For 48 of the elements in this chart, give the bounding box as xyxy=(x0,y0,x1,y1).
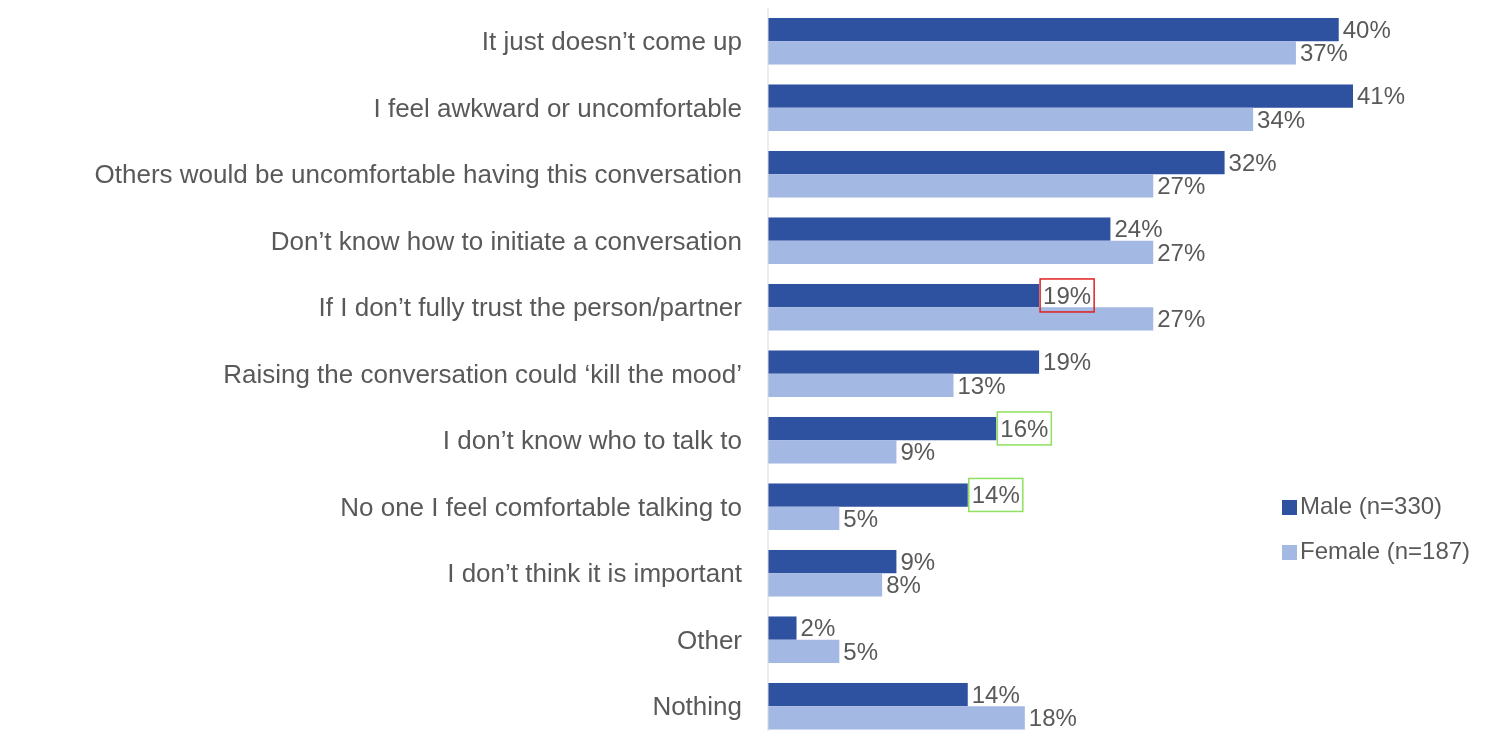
y-tick-label: Nothing xyxy=(652,691,742,722)
data-label: 18% xyxy=(1028,704,1077,731)
data-label: 5% xyxy=(843,504,879,532)
bar xyxy=(768,107,1254,132)
bar xyxy=(768,483,968,507)
bar xyxy=(768,440,897,464)
y-tick-label: I feel awkward or uncomfortable xyxy=(373,92,742,123)
bar xyxy=(768,217,1111,241)
bar xyxy=(768,17,1339,42)
bar xyxy=(768,283,1040,308)
data-label: 41% xyxy=(1357,82,1406,110)
bar xyxy=(768,150,1225,175)
y-tick-label: Other xyxy=(676,624,743,655)
y-tick-label: I don’t know who to talk to xyxy=(442,425,742,456)
bar xyxy=(768,549,897,574)
data-label: 27% xyxy=(1157,172,1206,200)
bar xyxy=(768,573,883,597)
data-label: 27% xyxy=(1157,305,1206,333)
bar xyxy=(768,307,1154,331)
data-label: 32% xyxy=(1228,148,1277,176)
bar xyxy=(768,84,1353,108)
data-label: 13% xyxy=(957,371,1006,399)
bar xyxy=(768,416,997,441)
data-label: 5% xyxy=(843,637,879,665)
data-label: 34% xyxy=(1257,105,1306,133)
data-label: 2% xyxy=(800,614,836,642)
y-tick-label: Raising the conversation could ‘kill the mood’ xyxy=(223,358,742,389)
bar xyxy=(768,240,1154,265)
y-tick-label: Don’t know how to initiate a conversation xyxy=(270,225,742,256)
bar xyxy=(768,41,1296,65)
bar xyxy=(768,174,1154,198)
bar xyxy=(768,639,840,664)
bar xyxy=(768,373,954,398)
bar xyxy=(768,506,840,531)
y-tick-label: If I don’t fully trust the person/partner xyxy=(318,292,743,323)
bar xyxy=(768,682,968,707)
y-tick-label: I don’t think it is important xyxy=(447,558,743,589)
y-tick-label: No one I feel comfortable talking to xyxy=(340,491,742,522)
legend-label: Female (n=187) xyxy=(1300,537,1471,565)
bar xyxy=(768,616,797,640)
y-tick-label: It just doesn’t come up xyxy=(481,26,742,57)
bar xyxy=(768,350,1040,374)
legend-label: Male (n=330) xyxy=(1300,492,1443,520)
data-label: 19% xyxy=(1043,348,1092,376)
data-label: 14% xyxy=(971,680,1020,708)
bar xyxy=(768,706,1025,730)
y-tick-label: Others would be uncomfortable having this conversation xyxy=(94,159,742,190)
data-label: 9% xyxy=(900,438,936,466)
